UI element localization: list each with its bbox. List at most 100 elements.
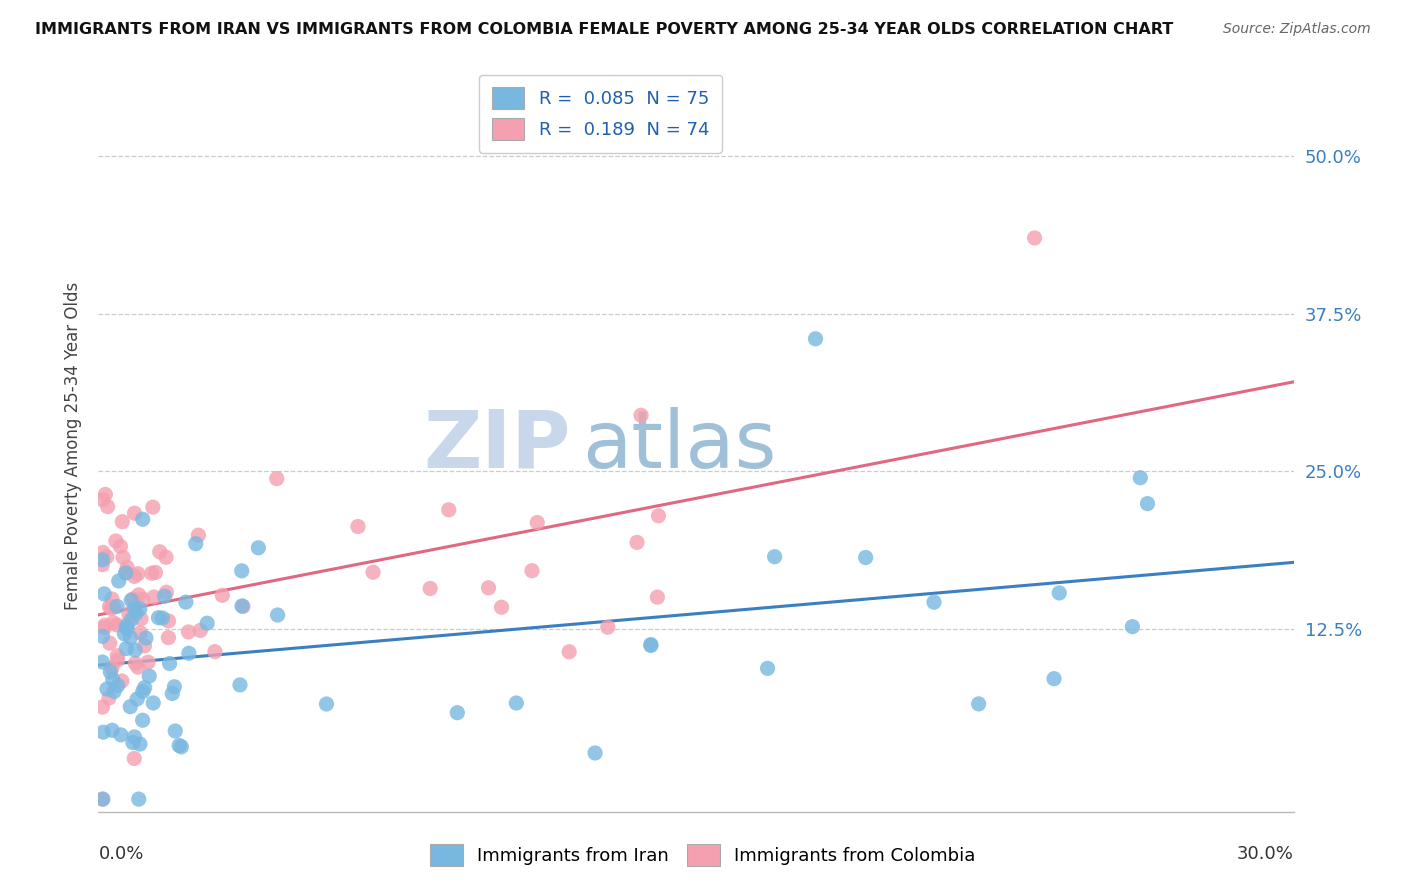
Point [804, 332, 827, 346]
Point [100, 601, 122, 615]
Point [157, 614, 180, 628]
Point [127, 566, 149, 581]
Text: ZIP: ZIP [423, 407, 571, 485]
Point [347, 519, 370, 533]
Point [211, 588, 233, 602]
Point [630, 409, 652, 423]
Point [229, 678, 252, 692]
Point [135, 631, 157, 645]
Point [155, 585, 177, 599]
Point [231, 599, 253, 613]
Point [101, 615, 124, 630]
Point [91, 725, 114, 739]
Point [247, 541, 270, 555]
Point [122, 592, 145, 607]
Point [115, 566, 138, 580]
Point [505, 696, 527, 710]
Point [93, 618, 115, 632]
Point [419, 582, 441, 596]
Point [101, 661, 124, 675]
Point [526, 516, 548, 530]
Point [152, 611, 174, 625]
Point [184, 537, 207, 551]
Point [115, 641, 138, 656]
Point [124, 730, 146, 744]
Point [640, 638, 662, 652]
Point [145, 566, 167, 580]
Point [136, 655, 159, 669]
Point [91, 792, 114, 806]
Point [1024, 231, 1046, 245]
Point [94, 621, 117, 635]
Point [120, 631, 142, 645]
Point [266, 607, 288, 622]
Point [195, 616, 218, 631]
Point [91, 553, 114, 567]
Point [626, 535, 648, 549]
Text: IMMIGRANTS FROM IRAN VS IMMIGRANTS FROM COLOMBIA FEMALE POVERTY AMONG 25-34 YEAR: IMMIGRANTS FROM IRAN VS IMMIGRANTS FROM … [35, 22, 1174, 37]
Point [115, 621, 138, 635]
Point [855, 550, 877, 565]
Point [141, 566, 163, 581]
Point [110, 540, 132, 554]
Point [155, 550, 177, 565]
Point [105, 618, 128, 632]
Point [1043, 672, 1066, 686]
Point [558, 645, 581, 659]
Point [165, 724, 187, 739]
Point [110, 728, 132, 742]
Point [127, 660, 149, 674]
Point [122, 735, 145, 749]
Point [115, 619, 138, 633]
Point [124, 569, 146, 583]
Point [134, 681, 156, 695]
Point [103, 600, 125, 615]
Point [124, 506, 146, 520]
Point [107, 653, 129, 667]
Point [315, 697, 337, 711]
Point [138, 669, 160, 683]
Point [1129, 471, 1152, 485]
Point [129, 737, 152, 751]
Point [132, 684, 155, 698]
Point [121, 612, 143, 626]
Point [134, 639, 156, 653]
Point [91, 629, 114, 643]
Point [129, 626, 152, 640]
Point [128, 588, 150, 602]
Point [170, 739, 193, 754]
Point [159, 657, 181, 671]
Point [437, 502, 460, 516]
Point [101, 673, 124, 687]
Point [93, 587, 115, 601]
Point [124, 602, 146, 616]
Point [640, 639, 662, 653]
Point [477, 581, 499, 595]
Text: 0.0%: 0.0% [98, 845, 143, 863]
Point [104, 534, 127, 549]
Point [131, 512, 153, 526]
Point [98, 665, 121, 679]
Point [157, 631, 180, 645]
Point [105, 599, 128, 614]
Point [177, 646, 200, 660]
Legend: Immigrants from Iran, Immigrants from Colombia: Immigrants from Iran, Immigrants from Co… [418, 831, 988, 879]
Point [756, 661, 779, 675]
Point [153, 589, 176, 603]
Point [520, 564, 543, 578]
Point [361, 566, 384, 580]
Point [967, 697, 990, 711]
Point [117, 616, 139, 631]
Point [101, 723, 124, 738]
Point [143, 590, 166, 604]
Point [188, 624, 211, 638]
Point [125, 607, 148, 621]
Point [129, 612, 152, 626]
Point [174, 595, 197, 609]
Point [118, 607, 141, 621]
Point [101, 592, 124, 607]
Point [98, 599, 121, 614]
Point [98, 636, 121, 650]
Point [596, 620, 619, 634]
Point [107, 574, 129, 588]
